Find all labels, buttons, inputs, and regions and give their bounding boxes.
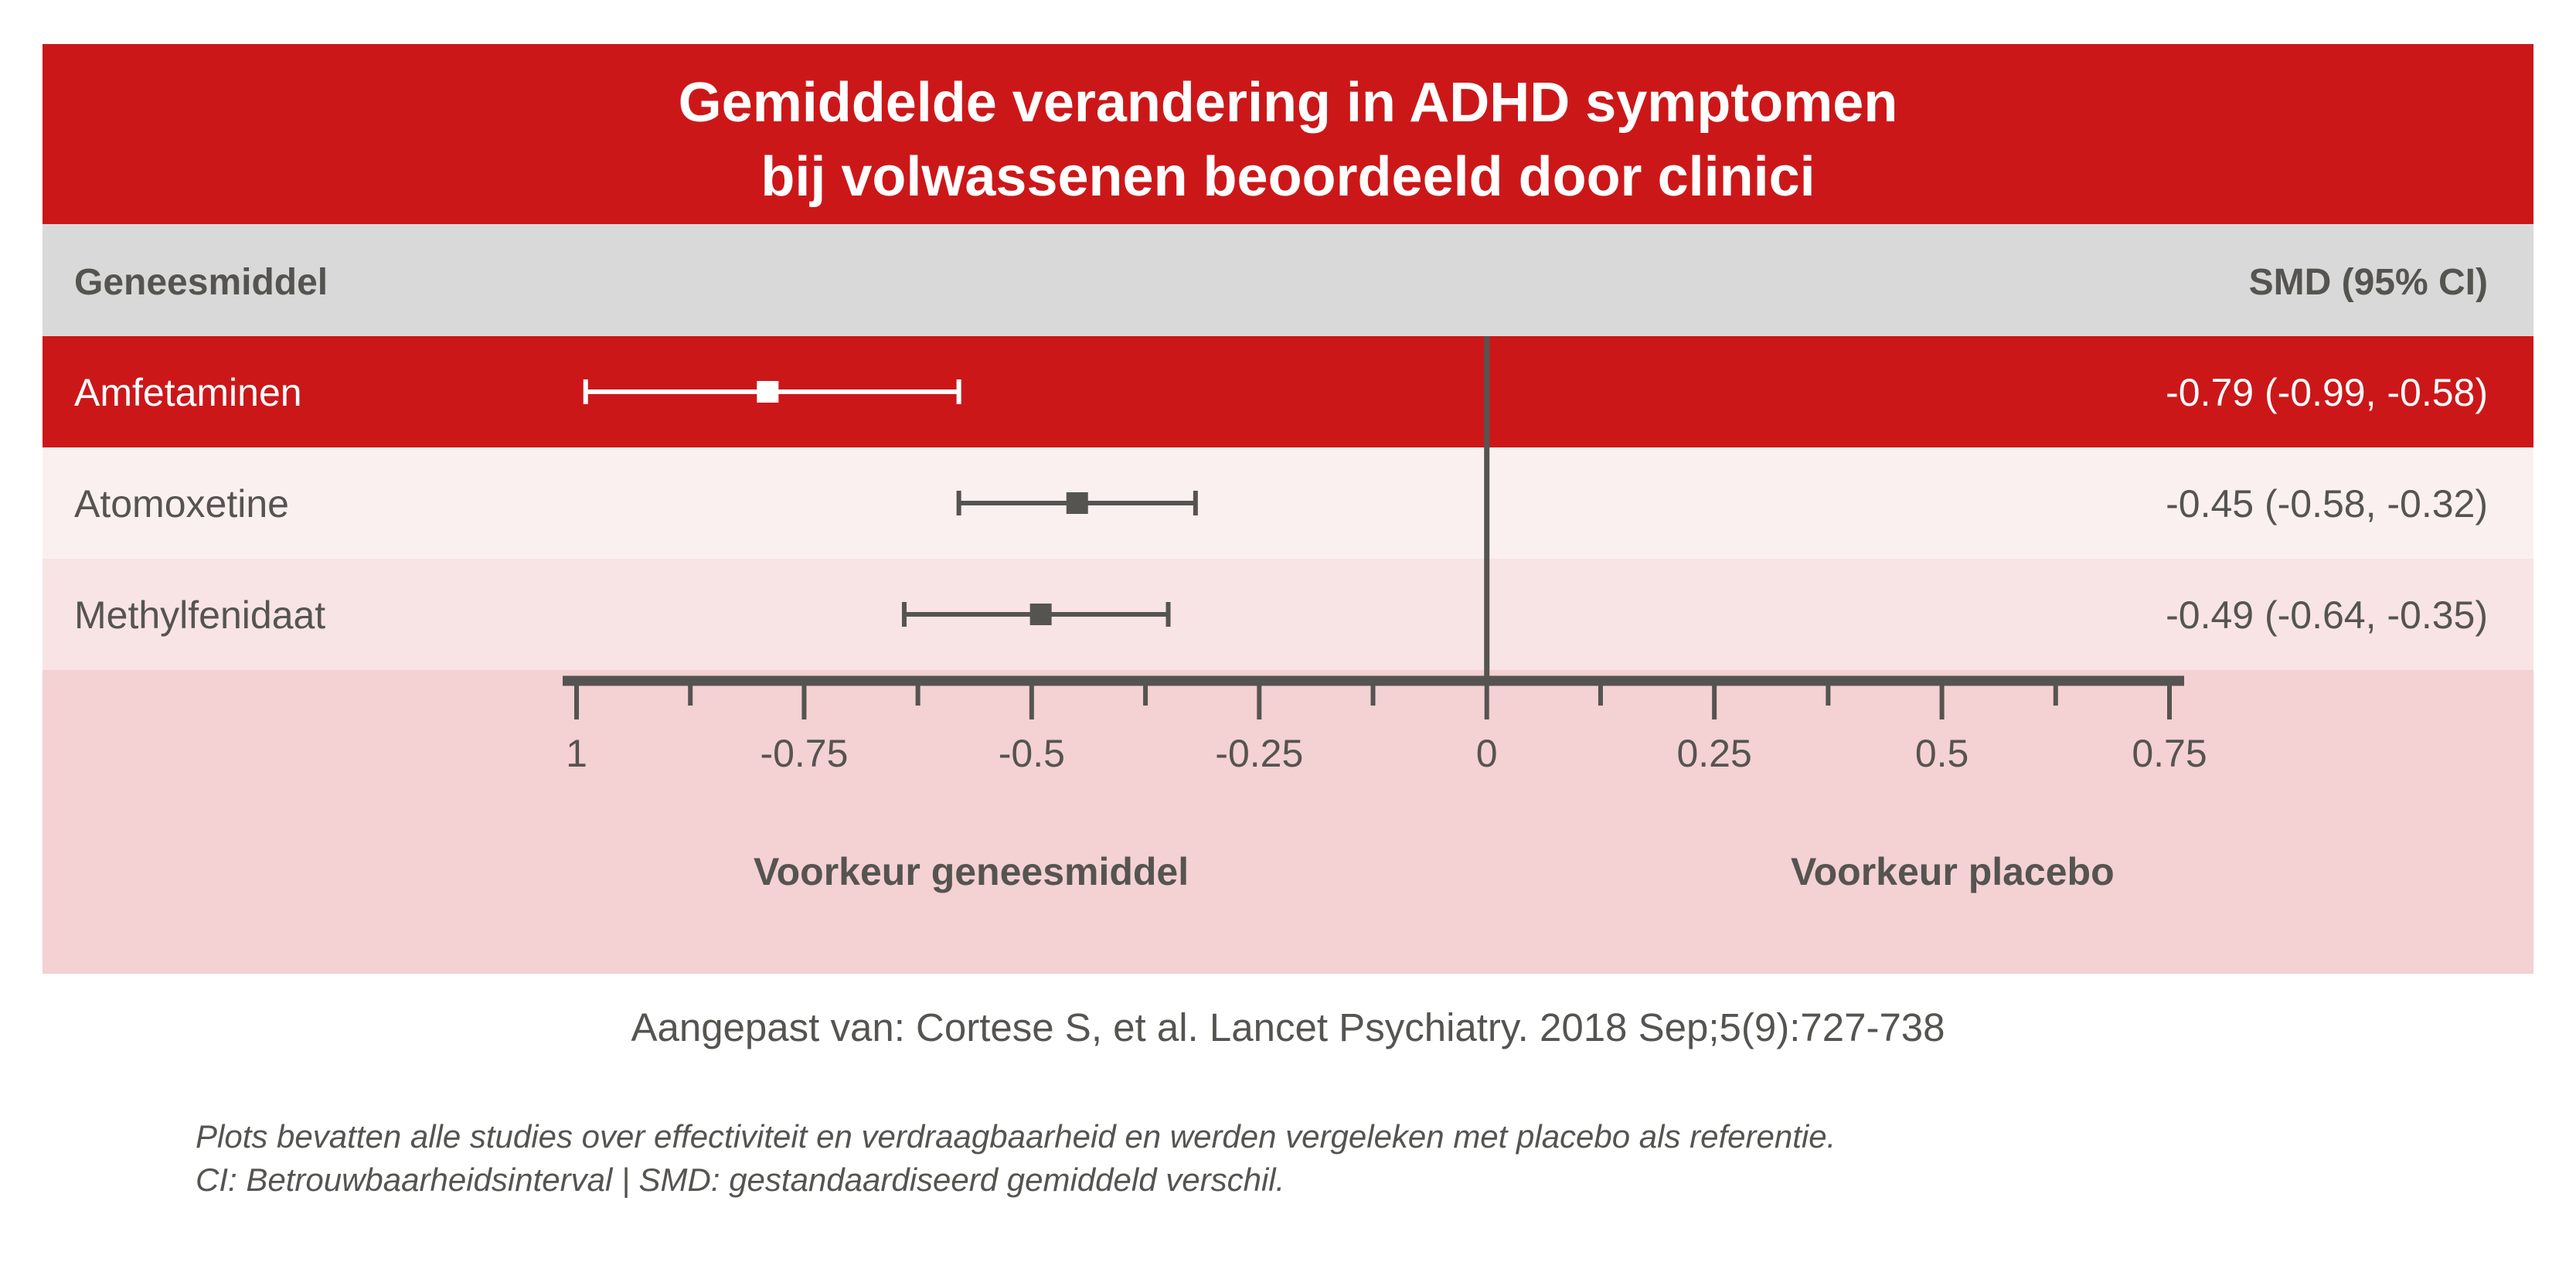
drug-name: Atomoxetine: [74, 482, 289, 525]
tick-label: -0.5: [999, 732, 1065, 775]
tick-label: 1: [566, 732, 587, 775]
tick-label: 0.75: [2132, 732, 2207, 775]
drug-name: Methylfenidaat: [74, 593, 326, 637]
footnote-line-2: CI: Betrouwbaarheidsinterval | SMD: gest…: [196, 1161, 1285, 1198]
point-estimate: [757, 381, 779, 403]
source-citation: Aangepast van: Cortese S, et al. Lancet …: [631, 1005, 1945, 1049]
point-estimate: [1066, 492, 1088, 514]
table-row-amfetaminen: Amfetaminen -0.79 (-0.99, -0.58): [43, 336, 2533, 447]
table-row-methylfenidaat: Methylfenidaat -0.49 (-0.64, -0.35): [43, 559, 2533, 670]
smd-value: -0.79 (-0.99, -0.58): [2166, 371, 2488, 414]
footnote-line-1: Plots bevatten alle studies over effecti…: [196, 1118, 1836, 1155]
point-estimate: [1029, 604, 1052, 625]
chart-title-line-1: Gemiddelde verandering in ADHD symptomen: [678, 72, 1898, 134]
smd-value: -0.45 (-0.58, -0.32): [2166, 482, 2488, 525]
chart-title-line-2: bij volwassenen beoordeeld door clinici: [761, 146, 1815, 208]
drug-column-header: Geneesmiddel: [74, 262, 328, 303]
tick-label: -0.75: [760, 732, 848, 775]
table-header-row: Geneesmiddel SMD (95% CI): [43, 224, 2533, 336]
title-banner: Gemiddelde verandering in ADHD symptomen…: [43, 44, 2533, 224]
forest-plot-svg: 1 -0.75 -0.5 -0.25 0 0.25 0.5 0.75: [563, 336, 2207, 775]
tick-label: 0.5: [1915, 732, 1969, 775]
table-row-atomoxetine: Atomoxetine -0.45 (-0.58, -0.32): [43, 447, 2533, 559]
tick-label: 0: [1476, 732, 1498, 775]
axis-band: [43, 670, 2533, 974]
tick-label: 0.25: [1676, 732, 1751, 775]
smd-value: -0.49 (-0.64, -0.35): [2166, 593, 2488, 637]
tick-label: -0.25: [1215, 732, 1303, 775]
favors-drug-label: Voorkeur geneesmiddel: [754, 850, 1189, 893]
drug-name: Amfetaminen: [74, 371, 302, 414]
smd-column-header: SMD (95% CI): [2248, 262, 2488, 303]
favors-placebo-label: Voorkeur placebo: [1791, 850, 2115, 893]
